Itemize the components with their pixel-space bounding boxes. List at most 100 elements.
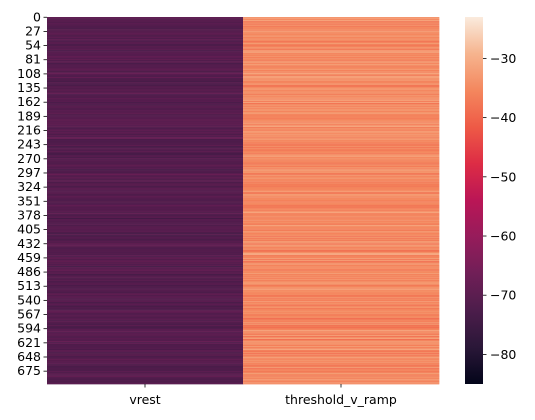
- heatmap-cell: [47, 127, 244, 129]
- y-tick-label: 135: [17, 80, 41, 95]
- heatmap-cell: [47, 280, 244, 282]
- heatmap-cell: [47, 164, 244, 166]
- heatmap-cell: [243, 256, 440, 257]
- heatmap-cell: [243, 25, 440, 27]
- heatmap-cell: [47, 84, 244, 86]
- heatmap-cell: [243, 179, 440, 181]
- heatmap-cell: [243, 168, 440, 170]
- heatmap-cell: [243, 185, 440, 187]
- heatmap-cell: [47, 85, 244, 87]
- heatmap-cell: [47, 268, 244, 270]
- heatmap-cell: [243, 140, 440, 142]
- heatmap-cell: [243, 268, 440, 270]
- heatmap-cell: [243, 153, 440, 155]
- heatmap-cell: [243, 376, 440, 378]
- heatmap-cell: [47, 361, 244, 363]
- heatmap-cell: [243, 113, 440, 115]
- heatmap-cell: [47, 42, 244, 44]
- heatmap-cell: [243, 73, 440, 75]
- heatmap-cell: [243, 217, 440, 219]
- heatmap-cell: [47, 71, 244, 73]
- heatmap-cell: [243, 235, 440, 236]
- heatmap-cell: [243, 330, 440, 332]
- heatmap-cell: [243, 130, 440, 132]
- heatmap-cell: [47, 310, 244, 312]
- heatmap-cell: [243, 335, 440, 337]
- heatmap-cell: [47, 264, 244, 266]
- heatmap-cell: [243, 93, 440, 94]
- heatmap-cell: [47, 135, 244, 137]
- heatmap-cell: [47, 241, 244, 243]
- heatmap-cell: [47, 120, 244, 122]
- y-tick-label: 378: [17, 207, 41, 222]
- heatmap-cell: [47, 265, 244, 267]
- heatmap-cell: [47, 100, 244, 102]
- heatmap-cell: [47, 165, 244, 167]
- heatmap-cell: [47, 47, 244, 49]
- heatmap-cells: [47, 17, 440, 385]
- heatmap-cell: [47, 320, 244, 322]
- heatmap-cell: [47, 276, 244, 278]
- heatmap-cell: [243, 45, 440, 47]
- heatmap-cell: [243, 109, 440, 111]
- heatmap-cell: [47, 122, 244, 124]
- heatmap-cell: [243, 102, 440, 104]
- heatmap-cell: [243, 179, 440, 180]
- heatmap-cell: [243, 313, 440, 315]
- heatmap-cell: [243, 85, 440, 87]
- heatmap-cell: [243, 263, 440, 265]
- heatmap-cell: [243, 166, 440, 168]
- heatmap-cell: [47, 324, 244, 326]
- heatmap-cell: [243, 94, 440, 95]
- heatmap-cell: [243, 362, 440, 364]
- heatmap-cell: [243, 220, 440, 222]
- heatmap-cell: [47, 251, 244, 253]
- heatmap-cell: [243, 234, 440, 235]
- heatmap-cell: [243, 352, 440, 353]
- heatmap-cell: [47, 66, 244, 68]
- heatmap-cell: [243, 194, 440, 196]
- heatmap-cell: [47, 332, 244, 333]
- heatmap-cell: [243, 311, 440, 313]
- heatmap-cell: [47, 30, 244, 31]
- heatmap-cell: [47, 248, 244, 250]
- heatmap-cell: [243, 52, 440, 54]
- heatmap-cell: [243, 84, 440, 86]
- heatmap-cell: [243, 257, 440, 259]
- heatmap-cell: [47, 382, 244, 384]
- heatmap-cell: [243, 46, 440, 48]
- heatmap-cell: [47, 62, 244, 63]
- heatmap-cell: [243, 219, 440, 221]
- heatmap-cell: [243, 272, 440, 274]
- heatmap-cell: [47, 45, 244, 47]
- heatmap-cell: [47, 346, 244, 348]
- heatmap-cell: [243, 258, 440, 260]
- heatmap-cell: [47, 120, 244, 122]
- heatmap-cell: [243, 127, 440, 129]
- heatmap-cell: [243, 85, 440, 87]
- heatmap-cell: [47, 369, 244, 371]
- heatmap-cell: [47, 27, 244, 29]
- heatmap-cell: [47, 375, 244, 377]
- heatmap-cell: [243, 30, 440, 32]
- heatmap-cell: [47, 196, 244, 198]
- heatmap-cell: [243, 162, 440, 164]
- heatmap-cell: [243, 314, 440, 316]
- heatmap-cell: [243, 350, 440, 352]
- heatmap-cell: [47, 166, 244, 168]
- heatmap-cell: [243, 296, 440, 298]
- heatmap-cell: [47, 189, 244, 191]
- heatmap-cell: [243, 152, 440, 154]
- heatmap-cell: [47, 33, 244, 35]
- heatmap-cell: [47, 297, 244, 299]
- heatmap-cell: [243, 241, 440, 243]
- heatmap-cell: [243, 381, 440, 383]
- heatmap-cell: [47, 374, 244, 376]
- heatmap-cell: [47, 363, 244, 364]
- heatmap-cell: [243, 171, 440, 173]
- heatmap-cell: [47, 282, 244, 284]
- heatmap-cell: [47, 161, 244, 163]
- heatmap-cell: [243, 173, 440, 175]
- heatmap-cell: [243, 65, 440, 67]
- heatmap-cell: [47, 274, 244, 276]
